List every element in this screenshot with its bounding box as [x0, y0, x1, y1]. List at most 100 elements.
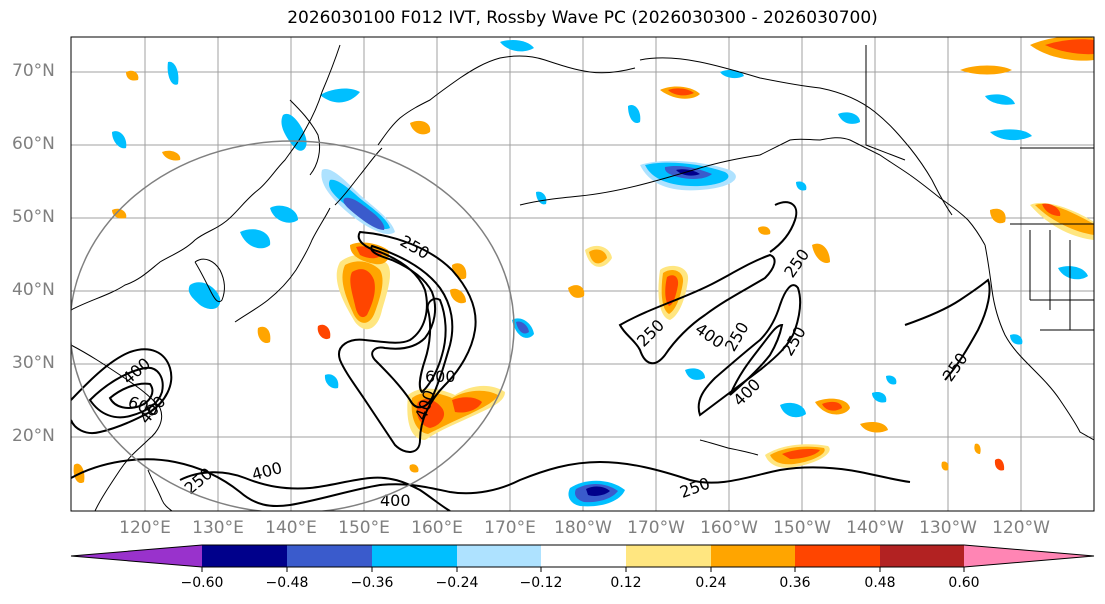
lon-label: 140°W	[846, 518, 904, 538]
colorbar-bin	[202, 545, 287, 567]
contour-250-central-2	[769, 201, 798, 253]
negative-anomaly-patches	[112, 40, 1088, 507]
colorbar-tick-label: −0.60	[180, 575, 224, 591]
colorbar-tick-label: 0.60	[948, 575, 980, 591]
contour-label: 250	[780, 245, 813, 281]
colorbar-bin	[711, 545, 795, 567]
colorbar-bin	[541, 545, 626, 567]
colorbar-tick-label: −0.48	[265, 575, 309, 591]
contour-250-central	[618, 253, 776, 365]
contour-label: 400	[250, 458, 284, 484]
ivt-contours	[71, 201, 991, 511]
colorbar-tick-label: 0.36	[779, 575, 811, 591]
contour-400-far-west	[88, 366, 164, 419]
lon-label: 160°W	[700, 518, 758, 538]
map-plot-area: 250 400 600 250 250 250 400 250 400 250 …	[71, 37, 1094, 511]
contour-label: 250	[633, 316, 668, 351]
coastline-aleutians	[519, 154, 761, 206]
coastline-hawaii	[699, 439, 759, 456]
colorbar-ticks	[201, 567, 965, 572]
colorbar-tick-label: −0.12	[519, 575, 563, 591]
contour-600-kuroshio	[418, 297, 447, 394]
coastline-us-west	[984, 244, 1094, 441]
colorbar-tick-label: −0.36	[350, 575, 394, 591]
colorbar-bin	[287, 545, 372, 567]
coastline-kamchatka	[377, 55, 636, 146]
contour-label: 250	[181, 464, 217, 498]
anomaly-patch-arctic-cool	[112, 40, 1088, 345]
contour-400-east	[729, 323, 784, 396]
colorbar-bin	[795, 545, 880, 567]
lat-label: 70°N	[12, 61, 55, 81]
anomaly-patch-subtropical	[324, 181, 897, 507]
lat-label: 40°N	[12, 280, 55, 300]
colorbar	[70, 544, 1095, 572]
colorbar-tick-label: 0.12	[610, 575, 642, 591]
anomaly-patch-bering	[640, 160, 736, 191]
anomaly-patch-west-coast	[990, 202, 1094, 240]
contour-400-kuroshio	[370, 244, 454, 409]
lon-label: 170°E	[484, 518, 536, 538]
figure-title: 2026030100 F012 IVT, Rossby Wave PC (202…	[287, 8, 878, 28]
colorbar-extend-right	[964, 545, 1094, 567]
lon-label: 130°W	[919, 518, 977, 538]
coastline-korea	[194, 258, 225, 303]
lon-label: 170°W	[627, 518, 685, 538]
contour-250-westcoast	[904, 278, 991, 381]
anomaly-patch-arctic	[410, 37, 1094, 135]
lat-label: 60°N	[12, 134, 55, 154]
coastline-east-asia	[71, 44, 341, 311]
rossby-wave-region-circle	[71, 140, 515, 511]
colorbar-bin	[372, 545, 457, 567]
lat-label: 20°N	[12, 426, 55, 446]
lon-label: 160°E	[411, 518, 463, 538]
contour-250-far-west	[71, 348, 173, 434]
anomaly-patch-scattered	[73, 70, 1005, 484]
map-frame	[70, 36, 1095, 512]
contour-600-far-west	[108, 382, 154, 409]
contour-label: 400	[692, 319, 728, 352]
coastline-philippines	[147, 469, 173, 511]
coastline-alaska	[639, 57, 953, 216]
colorbar-extend-left	[71, 545, 202, 567]
contour-250-east	[697, 284, 802, 417]
colorbar-tick-label: 0.24	[695, 575, 727, 591]
coastline-gulf-alaska	[759, 137, 911, 176]
contour-label: 400	[729, 375, 764, 410]
anomaly-patch-japan	[188, 205, 534, 338]
lat-label: 50°N	[12, 207, 55, 227]
lon-label: 140°E	[265, 518, 317, 538]
colorbar-bin	[626, 545, 711, 567]
anomaly-patch-hawaii-east	[765, 398, 850, 468]
graticule	[71, 37, 1094, 511]
coastline-bc	[909, 174, 986, 246]
contour-label: 250	[778, 323, 810, 359]
colorbar-tick-label: 0.48	[864, 575, 896, 591]
coastline-okhotsk	[289, 99, 321, 176]
lon-label: 180°W	[554, 518, 612, 538]
contour-label: 400	[380, 491, 411, 510]
contour-400-south	[179, 471, 451, 511]
anomaly-patch-hawaii-north	[658, 265, 689, 320]
border-us-states	[1029, 230, 1094, 331]
colorbar-tick-label: −0.24	[435, 575, 479, 591]
lon-label: 150°E	[338, 518, 390, 538]
lon-label: 120°E	[119, 518, 171, 538]
colorbar-bin	[457, 545, 541, 567]
contour-labels: 250 400 600 250 250 250 400 250 400 250 …	[119, 231, 972, 510]
lon-label: 130°E	[192, 518, 244, 538]
contour-label: 250	[939, 349, 972, 385]
coastlines	[71, 44, 1094, 511]
coastline-japan	[234, 207, 331, 323]
contour-label: 600	[425, 367, 456, 386]
border-alaska-canada	[865, 45, 906, 161]
contour-250-south	[71, 458, 911, 508]
anomaly-patch-kuroshio	[336, 242, 391, 330]
lat-label: 30°N	[12, 353, 55, 373]
contour-250-kuroshio	[338, 230, 477, 453]
coastline-china-south	[71, 344, 163, 511]
lon-label: 120°W	[992, 518, 1050, 538]
lon-label: 150°W	[773, 518, 831, 538]
positive-anomaly-patches	[73, 37, 1094, 484]
